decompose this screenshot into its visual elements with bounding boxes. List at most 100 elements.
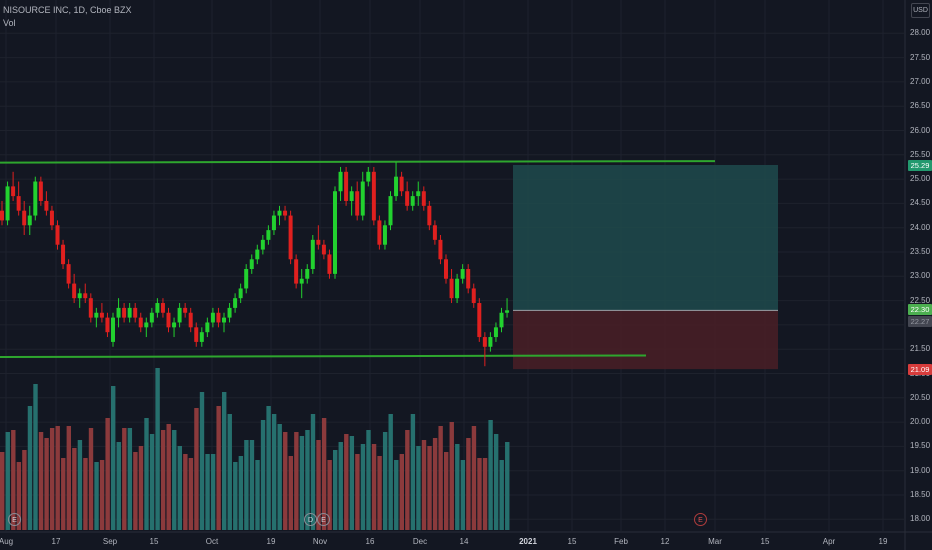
earnings-event-icon[interactable]: E [317,513,330,526]
volume-bar [399,454,404,530]
volume-bar [460,460,466,530]
earnings-event-icon[interactable]: E [8,513,21,526]
candle-body [505,310,510,313]
volume-bar [310,414,316,530]
time-tick-label: 19 [878,537,888,546]
volume-bar [327,460,332,530]
volume-bar [260,420,266,530]
volume-bar [16,462,22,530]
candle-body [405,191,410,206]
candle-body [266,230,271,240]
candle-body [66,264,71,284]
target-price-tag: 25.29 [908,160,932,171]
candle-body [349,191,354,201]
candle-body [366,171,371,182]
candle-body [399,176,404,192]
price-tick-label: 19.00 [910,465,931,475]
volume-bar [455,444,460,530]
candle-body [105,317,110,333]
candle-body [333,191,337,274]
time-tick-label: Aug [0,537,14,546]
upcoming-earnings-icon[interactable]: E [694,513,707,526]
volume-bar [44,438,49,530]
candle-body [72,283,77,299]
candle-body [94,312,99,318]
candle-body [371,171,376,221]
volume-bar [333,450,338,530]
candle-body [360,181,365,216]
volume-bar [238,456,244,530]
candle-body [88,298,93,318]
candle-body [493,327,498,338]
volume-bar [349,436,355,530]
time-tick-label: 15 [149,537,159,546]
candle-body [83,293,88,299]
candle-body [166,312,171,328]
volume-bar [410,414,416,530]
volume-bar [266,406,271,530]
volume-bar [271,414,277,530]
volume-bar [499,460,504,530]
volume-bar [49,428,55,530]
volume-bar [216,406,221,530]
volume-bar [305,430,310,530]
time-tick-label: 2021 [519,537,537,546]
currency-button[interactable]: USD [911,3,930,18]
volume-bar [77,440,83,530]
volume-bar [466,438,471,530]
candle-body [382,225,387,245]
volume-bar [394,460,399,530]
long-position-target-zone[interactable] [513,165,778,311]
volume-bar [355,454,360,530]
candle-body [205,322,210,333]
volume-bar [449,422,454,530]
prev-close-tag: 22.27 [908,316,932,327]
symbol-title: NISOURCE INC, 1D, Cboe BZX [3,5,132,15]
candle-body [61,244,66,265]
volume-bar [405,430,410,530]
candle-body [122,307,127,318]
time-tick-label: 15 [760,537,770,546]
price-tick-label: 24.00 [910,222,931,232]
price-tick-label: 18.00 [910,514,931,524]
candle-body [466,269,471,289]
candle-body [99,312,104,318]
price-tick-label: 25.50 [910,149,931,159]
volume-bar [155,368,160,530]
candle-body [388,196,393,226]
long-position-stop-zone[interactable] [513,310,778,370]
candle-body [111,317,115,342]
price-tick-label: 25.00 [910,174,931,184]
volume-bar [66,426,71,530]
candle-body [444,259,448,279]
volume-indicator-label: Vol [3,18,16,28]
price-tick-label: 27.50 [910,52,931,62]
price-tick-label: 24.50 [910,198,931,208]
channel-lower-trendline[interactable] [0,354,647,358]
time-tick-label: Nov [312,537,328,546]
volume-bar [83,458,88,530]
candle-body [116,307,121,318]
volume-bar [338,442,343,530]
candle-body [244,269,249,289]
channel-upper-trendline[interactable] [0,160,716,164]
volume-bar [321,418,327,530]
price-tick-label: 21.50 [910,344,931,354]
candle-body [438,239,443,260]
volume-bar [55,426,60,530]
dividend-event-icon[interactable]: D [304,513,317,526]
volume-bar [199,392,205,530]
candle-body [138,317,143,328]
stop-price-tag: 21.09 [908,364,932,375]
candle-body [344,171,349,201]
candle-body [210,312,215,323]
candle-body [299,278,304,284]
volume-bar [233,462,238,530]
candle-body [316,239,321,245]
volume-bar [488,420,493,530]
candle-body [271,215,276,231]
candle-body [77,293,82,299]
price-tick-label: 19.50 [910,441,931,451]
candle-body [144,322,149,328]
